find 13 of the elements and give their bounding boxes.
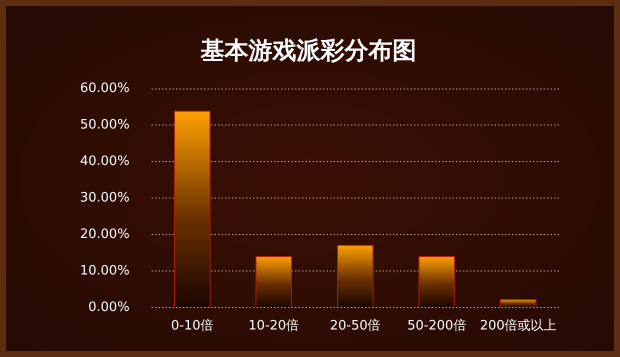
- y-tick-label: 50.00%: [80, 118, 130, 133]
- y-tick-label: 40.00%: [80, 154, 130, 170]
- y-tick-label: 10.00%: [80, 263, 130, 278]
- y-tick-label: 60.00%: [80, 81, 130, 96]
- y-tick-label: 0.00%: [88, 300, 130, 315]
- x-tick-label: 10-20倍: [248, 318, 300, 334]
- x-tick-label: 20-50倍: [330, 318, 381, 334]
- y-tick-label: 30.00%: [80, 190, 130, 206]
- chart-title: 基本游戏派彩分布图: [200, 36, 416, 65]
- x-tick-label: 50-200倍: [407, 318, 466, 334]
- y-tick-label: 20.00%: [80, 226, 130, 242]
- x-tick-label: 0-10倍: [171, 318, 214, 334]
- x-tick-label: 200倍或以上: [480, 318, 557, 334]
